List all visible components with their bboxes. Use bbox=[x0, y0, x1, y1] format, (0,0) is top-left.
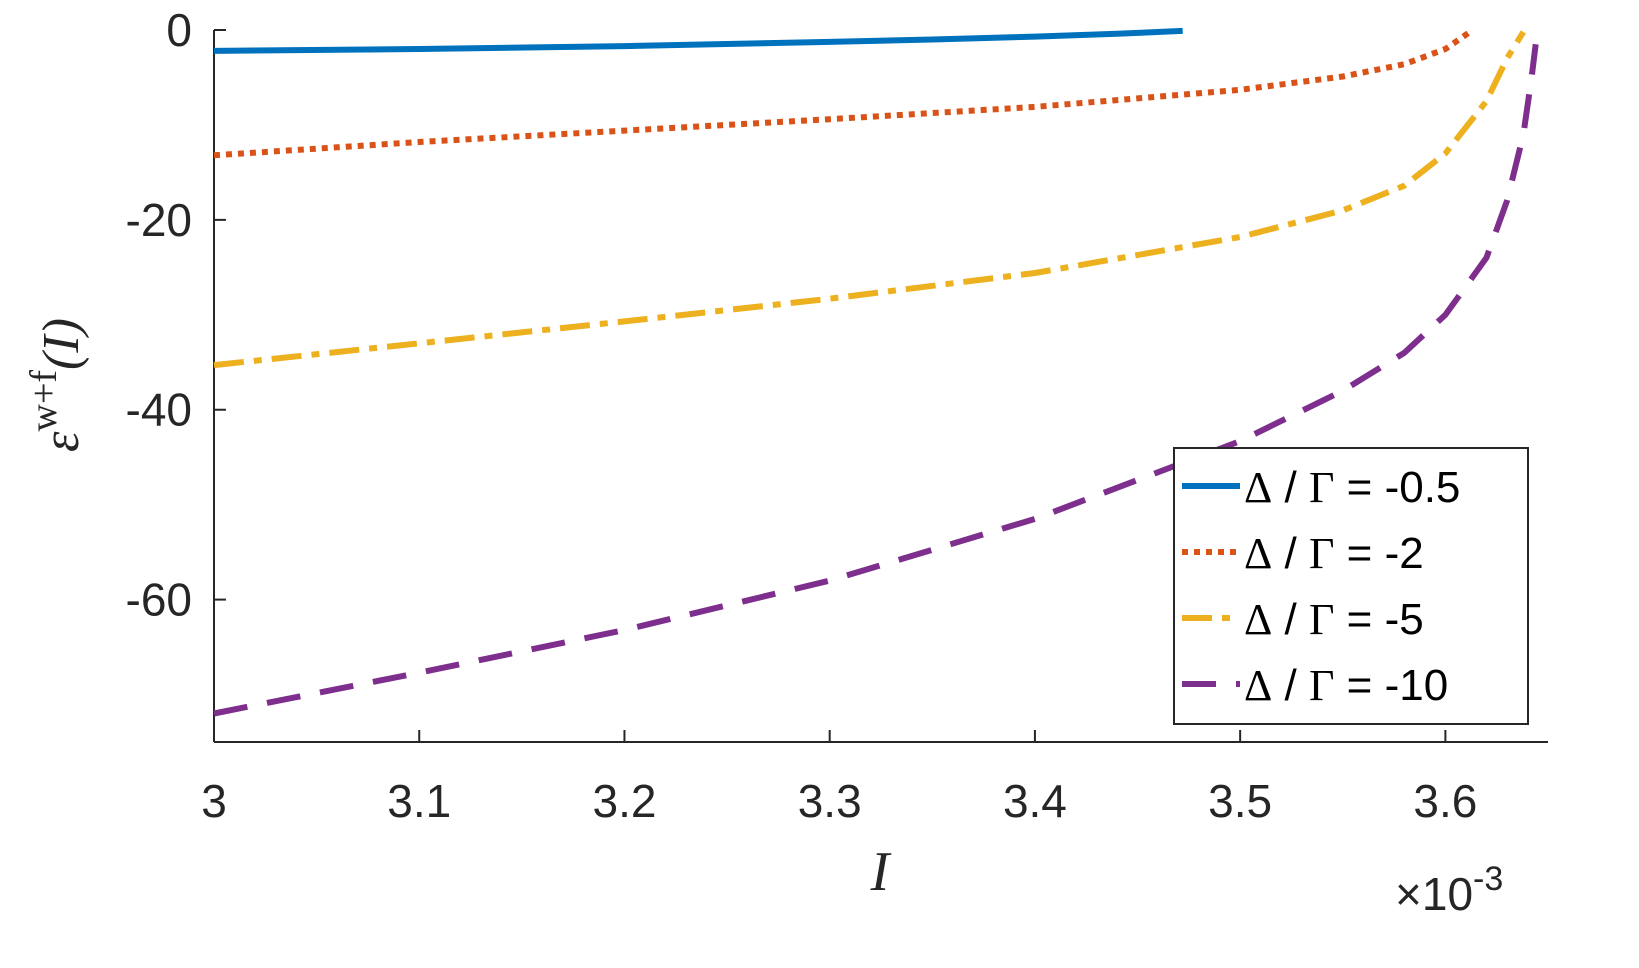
series-line-0 bbox=[213, 27, 1183, 54]
series-line-1 bbox=[213, 29, 1472, 159]
y-tick-label: 0 bbox=[166, 4, 192, 56]
legend-label-3: Δ / Γ = -10 bbox=[1244, 661, 1448, 710]
x-axis-label: I bbox=[870, 841, 892, 903]
x-tick-label: 3.6 bbox=[1413, 775, 1477, 827]
series-layer bbox=[213, 27, 1539, 717]
x-axis-exponent-base: ×10 bbox=[1395, 868, 1473, 920]
x-axis-exponent-power: -3 bbox=[1473, 860, 1503, 898]
y-axis-label: εw+f(I) bbox=[23, 318, 90, 452]
series-line-2 bbox=[213, 30, 1526, 369]
x-tick-label: 3.2 bbox=[592, 775, 656, 827]
axes bbox=[213, 30, 1548, 743]
series-line-3 bbox=[213, 43, 1539, 717]
x-tick-label: 3.3 bbox=[798, 775, 862, 827]
legend: Δ / Γ = -0.5 Δ / Γ = -2 Δ / Γ = -5 Δ / Γ = … bbox=[1173, 447, 1529, 725]
y-tick-label: -60 bbox=[126, 574, 192, 626]
x-tick-label: 3.5 bbox=[1208, 775, 1272, 827]
y-tick-label: -40 bbox=[126, 384, 192, 436]
y-tick-label: -20 bbox=[126, 194, 192, 246]
legend-label-2: Δ / Γ = -5 bbox=[1244, 595, 1424, 644]
y-axis-label-symbol: ε bbox=[33, 431, 90, 452]
x-tick-label: 3 bbox=[201, 775, 227, 827]
y-axis-label-argument: (I) bbox=[33, 318, 90, 370]
y-axis-label-superscript: w+f bbox=[23, 370, 65, 432]
x-axis-exponent: ×10-3 bbox=[1395, 860, 1503, 920]
svg-text:εw+f(I): εw+f(I) bbox=[23, 318, 90, 452]
legend-label-1: Δ / Γ = -2 bbox=[1244, 529, 1424, 578]
legend-label-0: Δ / Γ = -0.5 bbox=[1244, 463, 1460, 512]
legend-box bbox=[1173, 447, 1529, 725]
x-tick-label: 3.4 bbox=[1003, 775, 1067, 827]
ticks: 3 3.1 3.2 3.3 3.4 3.5 3.6 0 -20 -40 -60 bbox=[126, 4, 1478, 827]
x-tick-label: 3.1 bbox=[387, 775, 451, 827]
